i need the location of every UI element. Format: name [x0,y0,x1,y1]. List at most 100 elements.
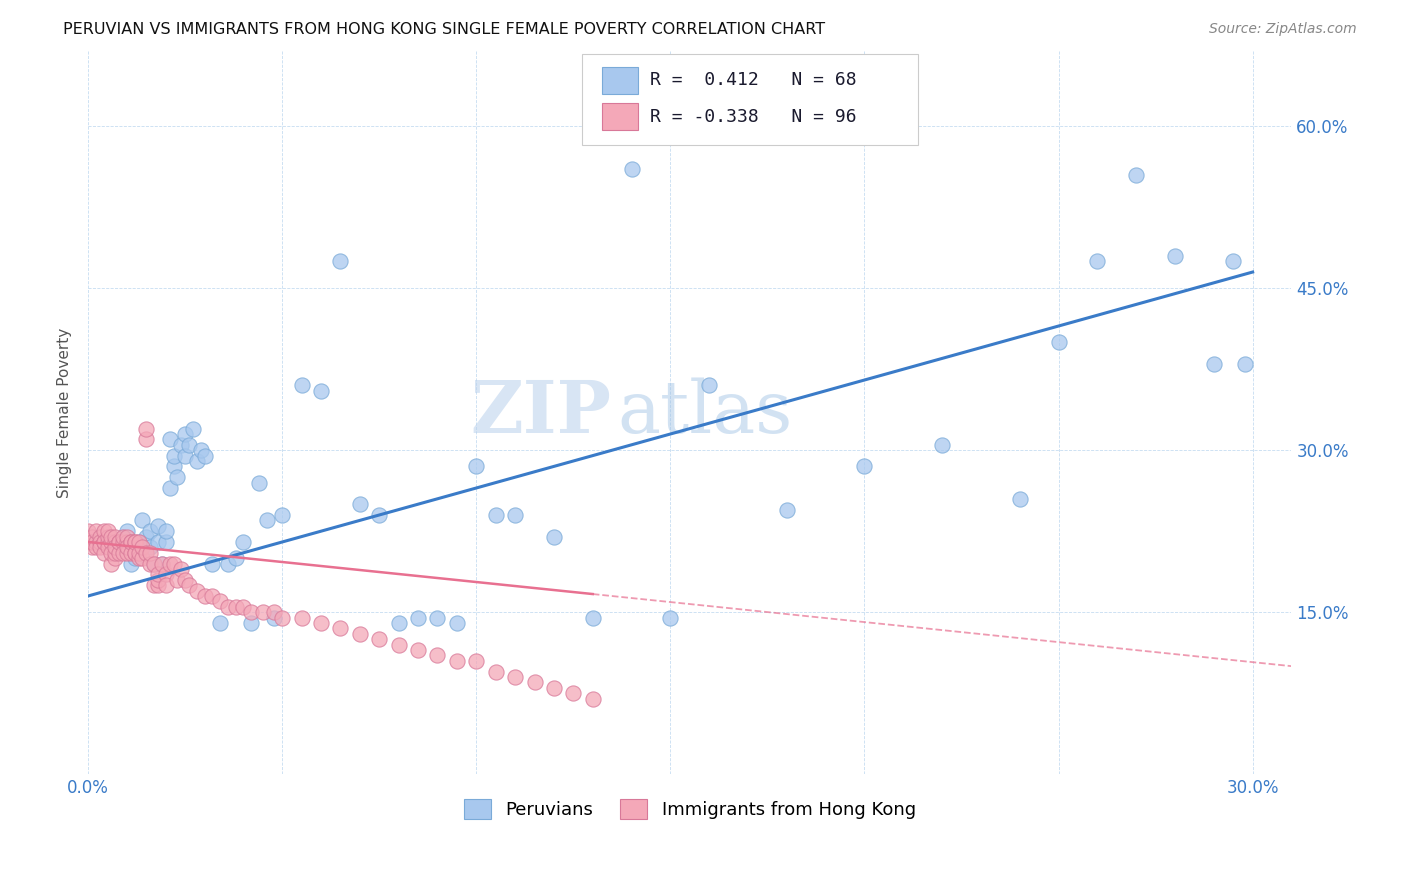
Point [104,541,127,555]
Point [174,449,197,463]
Point [124,546,146,560]
Point [100,530,122,544]
Point [120,546,142,560]
Text: ZIP: ZIP [471,377,612,448]
Point [582,691,605,706]
Point [174,427,197,442]
Point [115,530,138,544]
Point [252,605,274,619]
Point [159,433,181,447]
Text: R =  0.412   N = 68: R = 0.412 N = 68 [650,71,856,89]
Point [139,524,162,538]
Point [108,541,131,555]
Point [232,535,254,549]
Point [543,530,565,544]
Point [181,421,204,435]
Point [1233,357,1256,371]
Point [388,638,411,652]
Point [271,610,294,624]
Point [124,535,146,549]
Point [97,541,120,555]
Text: R = -0.338   N = 96: R = -0.338 N = 96 [650,108,856,126]
Point [166,573,188,587]
Point [155,524,177,538]
Point [89,530,111,544]
Point [170,562,193,576]
Point [368,508,391,522]
Point [104,535,127,549]
Point [143,557,166,571]
Point [131,541,153,555]
Point [263,610,285,624]
Y-axis label: Single Female Poverty: Single Female Poverty [58,327,72,498]
Point [309,615,332,630]
Point [124,551,146,566]
Point [80,541,103,555]
Point [97,530,120,544]
Point [1047,335,1070,350]
Point [104,551,127,566]
Point [194,449,217,463]
Point [465,654,488,668]
Point [240,615,263,630]
Point [84,541,107,555]
Point [155,567,177,582]
Point [128,535,150,549]
Point [406,610,429,624]
Point [209,594,232,608]
Point [853,459,876,474]
Point [620,162,643,177]
Text: Source: ZipAtlas.com: Source: ZipAtlas.com [1209,22,1357,37]
Point [97,535,120,549]
Point [406,643,429,657]
Point [159,557,181,571]
Point [112,546,135,560]
Point [217,557,239,571]
Point [143,578,166,592]
Point [256,513,278,527]
Point [166,470,188,484]
Point [120,557,142,571]
Point [170,438,193,452]
Point [135,421,157,435]
Point [543,681,565,695]
Point [100,535,122,549]
Point [97,524,120,538]
Point [135,546,157,560]
Point [186,454,208,468]
Point [177,578,200,592]
Point [115,546,138,560]
Point [146,518,169,533]
Point [309,384,332,398]
Point [115,541,138,555]
Point [194,589,217,603]
Point [131,513,153,527]
Point [77,535,100,549]
Point [143,557,166,571]
Point [659,610,682,624]
Point [426,648,449,663]
Point [485,665,508,679]
Point [271,508,294,522]
Point [1164,249,1187,263]
Point [329,254,352,268]
FancyBboxPatch shape [602,103,638,130]
Point [329,621,352,635]
Point [159,481,181,495]
Point [115,524,138,538]
Point [247,475,270,490]
Point [120,535,142,549]
Point [190,443,212,458]
Point [776,502,799,516]
Point [150,557,173,571]
Point [124,546,146,560]
Point [150,557,173,571]
Point [89,535,111,549]
Point [146,573,169,587]
Point [1085,254,1108,268]
Text: atlas: atlas [617,377,793,448]
Point [139,557,162,571]
Point [162,459,184,474]
Point [139,541,162,555]
FancyBboxPatch shape [582,54,918,145]
